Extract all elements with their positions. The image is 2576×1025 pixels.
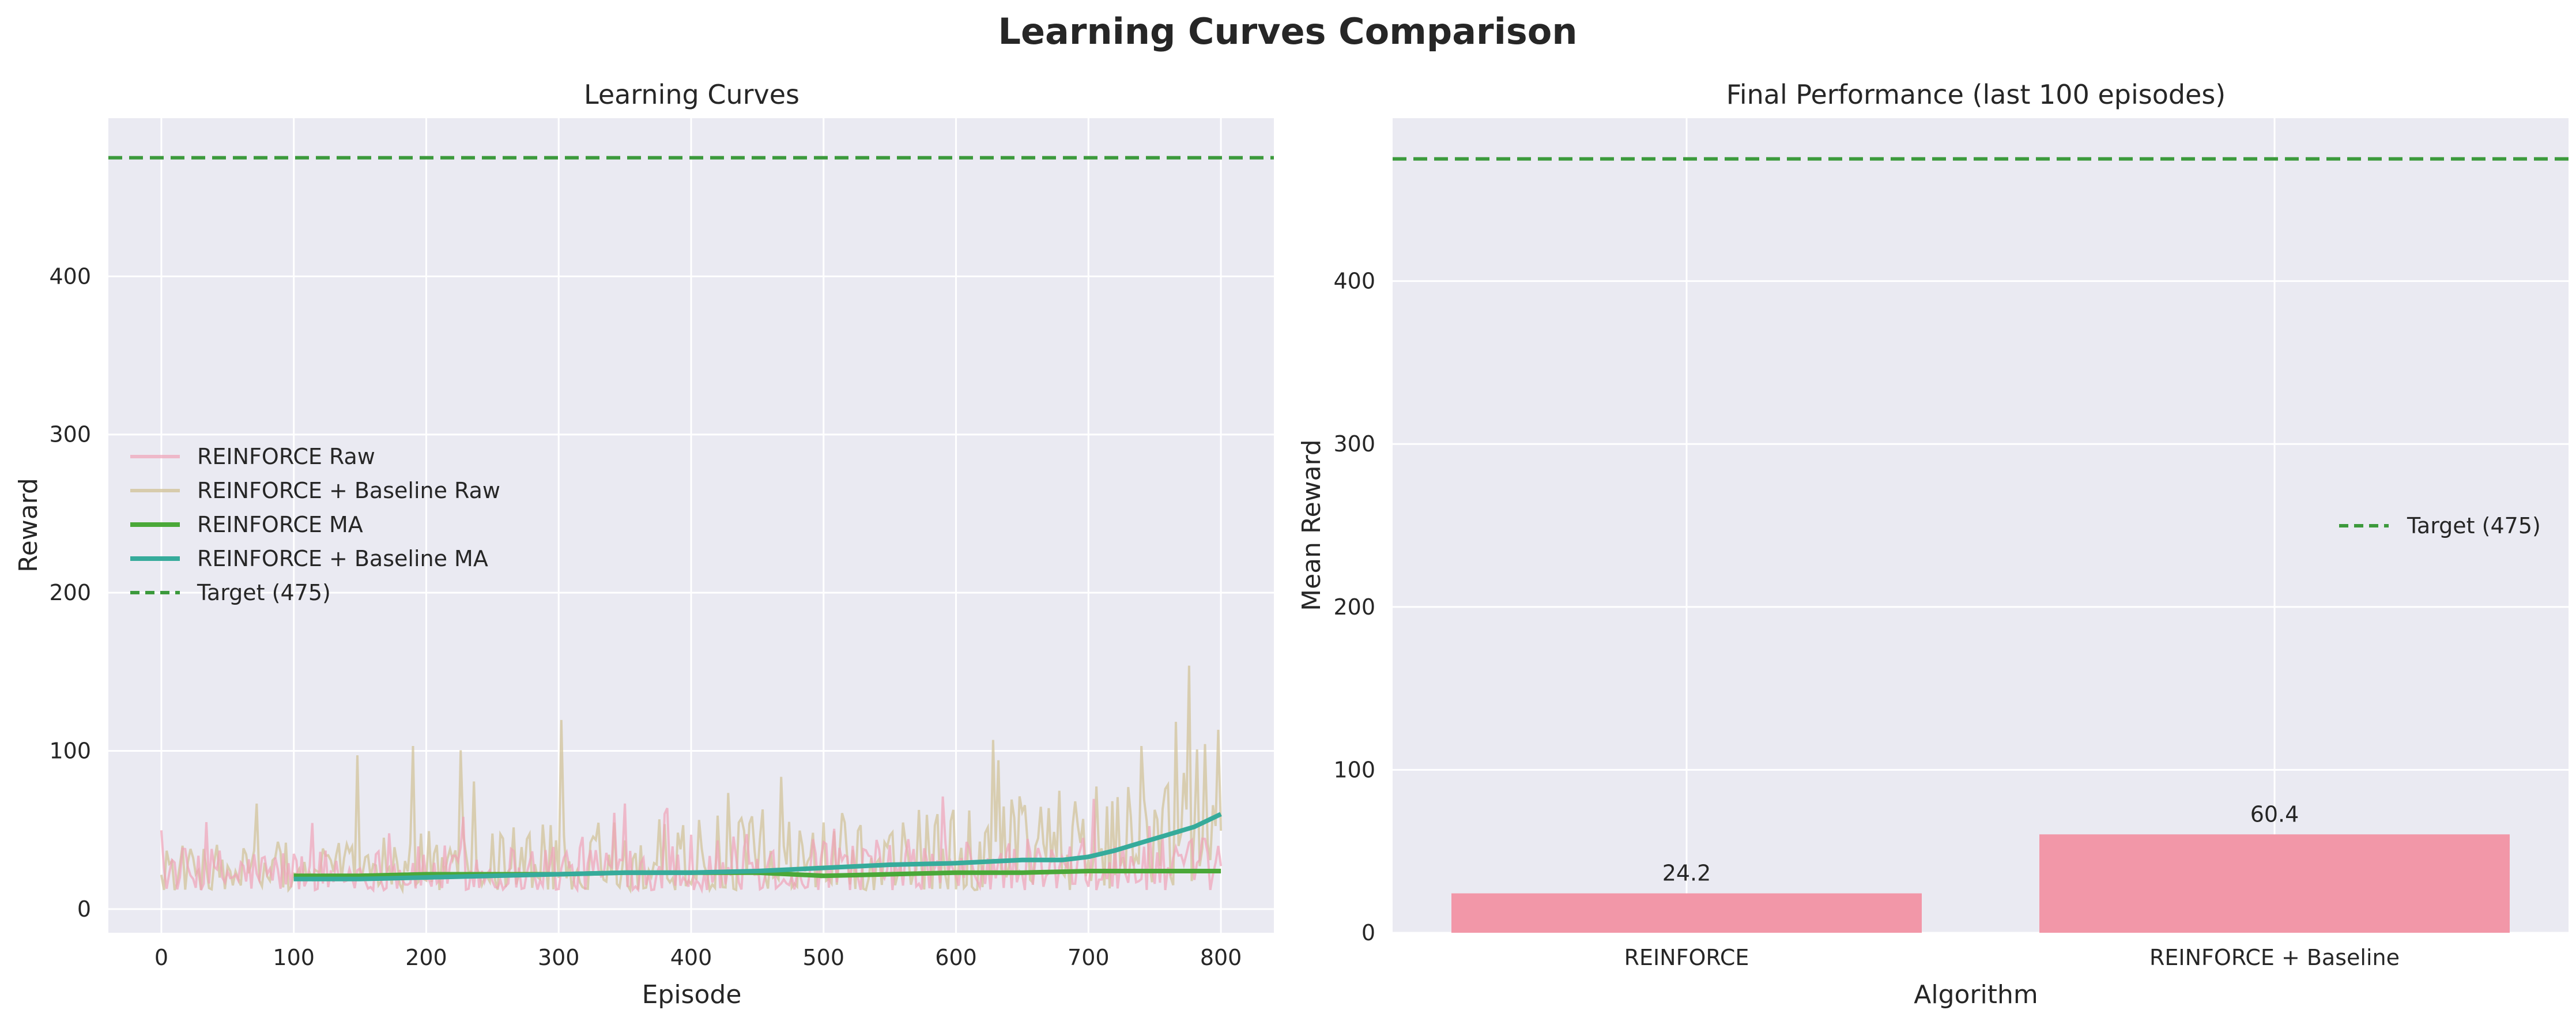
legend-label: Target (475) xyxy=(197,580,331,605)
y-tick-label: 400 xyxy=(49,263,91,289)
final-performance-plot-area xyxy=(1393,118,2569,933)
algorithm-axis-label: Algorithm xyxy=(1914,980,2038,1009)
reward-tick-labels: 0 100 200 300 400 xyxy=(49,263,91,921)
learning-curves-legend: REINFORCE Raw REINFORCE + Baseline Raw REI… xyxy=(130,444,500,605)
x-tick-label: 700 xyxy=(1068,945,1110,970)
algorithm-tick-labels: REINFORCE REINFORCE + Baseline xyxy=(1624,945,2400,970)
final-performance-bars: 24.2 60.4 xyxy=(1451,801,2510,933)
y-tick-label: 300 xyxy=(1333,431,1375,457)
final-performance-grid xyxy=(1393,118,2569,934)
bar-value-label: 60.4 xyxy=(2250,801,2299,827)
episode-tick-labels: 0 100 200 300 400 500 600 700 800 xyxy=(154,945,1242,970)
learning-curves-panel: Learning Curves 0 100 200 300 400 500 600 700 80… xyxy=(14,79,1274,1009)
raw-reward-lines xyxy=(160,665,1223,895)
legend-label: Target (475) xyxy=(2407,513,2541,538)
y-tick-label: 400 xyxy=(1333,269,1375,294)
x-tick-label: 0 xyxy=(154,945,168,970)
x-tick-label: 200 xyxy=(405,945,447,970)
y-tick-label: 0 xyxy=(77,896,91,922)
bar xyxy=(1451,893,1922,933)
mean-reward-axis-label: Mean Reward xyxy=(1297,439,1326,611)
moving-average-lines xyxy=(293,812,1222,881)
y-tick-label: 100 xyxy=(1333,757,1375,782)
figure-title: Learning Curves Comparison xyxy=(998,10,1577,52)
y-tick-label: 0 xyxy=(1361,920,1375,945)
x-tick-label: 800 xyxy=(1200,945,1242,970)
final-performance-legend: Target (475) xyxy=(2339,513,2541,538)
x-tick-label: 300 xyxy=(538,945,580,970)
legend-label: REINFORCE + Baseline MA xyxy=(197,546,488,571)
y-tick-label: 100 xyxy=(49,738,91,763)
reward-axis-label: Reward xyxy=(14,478,43,572)
category-tick-label: REINFORCE xyxy=(1624,945,1749,970)
final-performance-title: Final Performance (last 100 episodes) xyxy=(1726,79,2226,110)
y-tick-label: 200 xyxy=(49,580,91,605)
bar xyxy=(2039,834,2510,933)
x-tick-label: 600 xyxy=(935,945,977,970)
category-tick-label: REINFORCE + Baseline xyxy=(2149,945,2400,970)
raw-series-line xyxy=(160,665,1223,895)
final-performance-panel: Final Performance (last 100 episodes) 24… xyxy=(1297,79,2569,1009)
bar-value-label: 24.2 xyxy=(1662,861,1711,886)
raw-series-line xyxy=(160,796,1223,894)
episode-axis-label: Episode xyxy=(642,980,742,1009)
y-tick-label: 200 xyxy=(1333,594,1375,620)
legend-label: REINFORCE Raw xyxy=(197,444,375,469)
x-tick-label: 500 xyxy=(803,945,845,970)
legend-label: REINFORCE MA xyxy=(197,512,363,537)
learning-curves-title: Learning Curves xyxy=(584,79,799,110)
moving-average-line xyxy=(293,812,1222,881)
x-tick-label: 100 xyxy=(273,945,315,970)
x-tick-label: 400 xyxy=(670,945,712,970)
learning-curves-grid xyxy=(108,118,1274,933)
legend-label: REINFORCE + Baseline Raw xyxy=(197,478,500,503)
mean-reward-tick-labels: 0 100 200 300 400 xyxy=(1333,269,1375,945)
y-tick-label: 300 xyxy=(49,422,91,447)
